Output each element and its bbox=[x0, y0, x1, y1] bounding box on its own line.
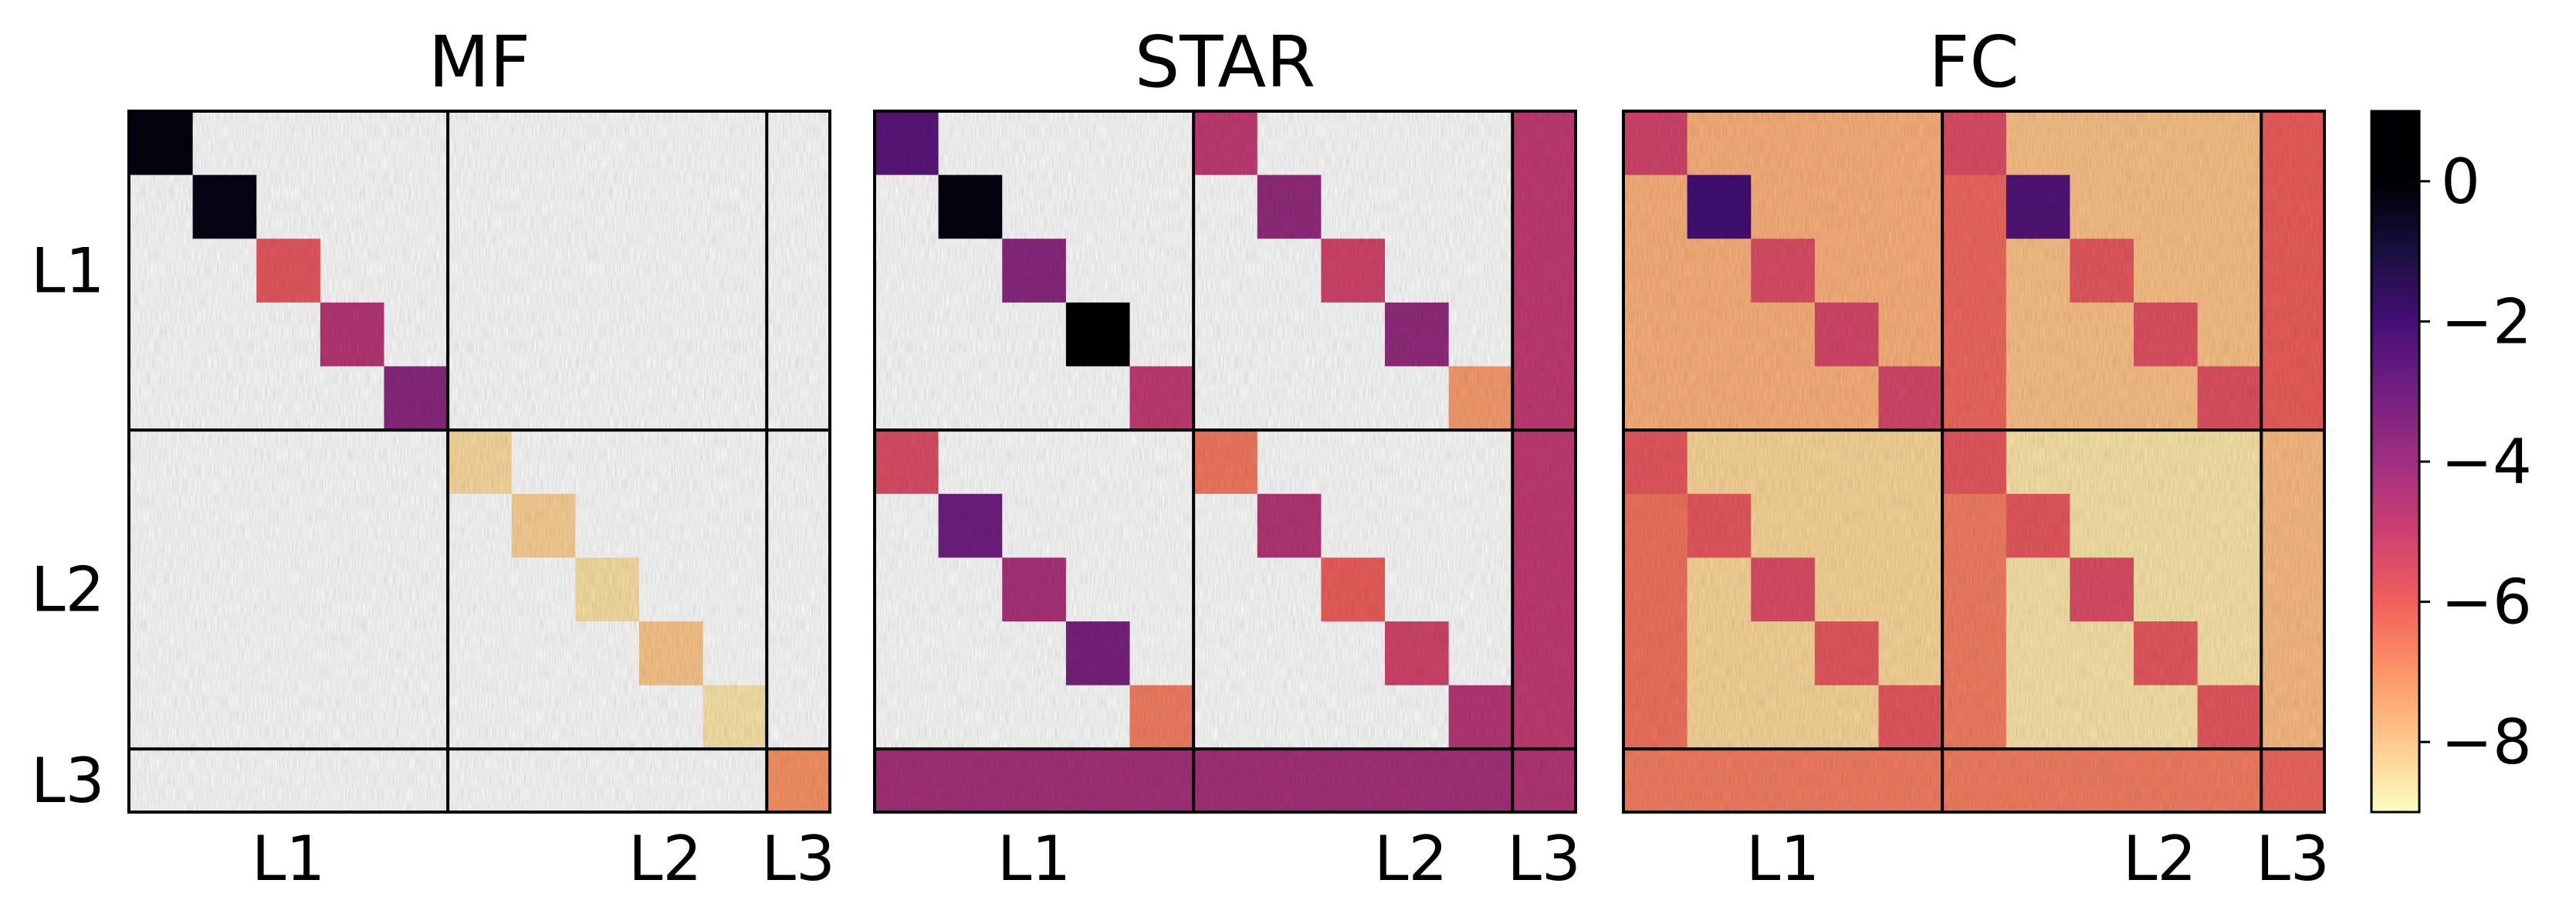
texture-overlay bbox=[129, 111, 830, 812]
texture-overlay bbox=[875, 111, 1576, 812]
colorbar-tick-label: −4 bbox=[2441, 426, 2532, 498]
row-label-l2: L2 bbox=[31, 554, 104, 626]
col-label-l2: L2 bbox=[2123, 823, 2196, 895]
panel-frame bbox=[1622, 110, 2326, 814]
col-label-l2: L2 bbox=[1374, 823, 1447, 895]
row-label-l1: L1 bbox=[31, 235, 104, 307]
colorbar-tick-label: −8 bbox=[2441, 706, 2532, 778]
col-label-l3: L3 bbox=[761, 823, 834, 895]
panel-frame bbox=[127, 110, 831, 814]
col-label-l2: L2 bbox=[628, 823, 702, 895]
colorbar-tick-label: −6 bbox=[2441, 567, 2532, 638]
row-label-l3: L3 bbox=[31, 745, 104, 817]
colorbar-tick-label: −2 bbox=[2441, 286, 2532, 357]
colorbar-gradient bbox=[2370, 110, 2421, 814]
col-label-l3: L3 bbox=[2256, 823, 2329, 895]
panel-title: STAR bbox=[1135, 21, 1315, 103]
panel-star: STAR L1 L2 L3 bbox=[873, 21, 1581, 895]
heatmap-panels: MF L1 L2 L3 L1 L2 L3 STAR L1 L2 L3 FC L1 L2 L3 bbox=[31, 21, 2330, 895]
panel-mf: MF L1 L2 L3 L1 L2 L3 bbox=[31, 21, 835, 895]
col-label-l1: L1 bbox=[252, 823, 325, 895]
col-label-l1: L1 bbox=[997, 823, 1071, 895]
panel-title: FC bbox=[1928, 21, 2019, 103]
panel-title: MF bbox=[428, 21, 530, 103]
panel-frame bbox=[873, 110, 1577, 814]
col-label-l3: L3 bbox=[1507, 823, 1580, 895]
colorbar-tick-label: 0 bbox=[2441, 146, 2480, 218]
col-label-l1: L1 bbox=[1746, 823, 1819, 895]
panel-fc: FC L1 L2 L3 bbox=[1622, 21, 2330, 895]
texture-overlay bbox=[1623, 111, 2324, 812]
colorbar: 0 −2 −4 −6 −8 bbox=[2370, 110, 2532, 814]
